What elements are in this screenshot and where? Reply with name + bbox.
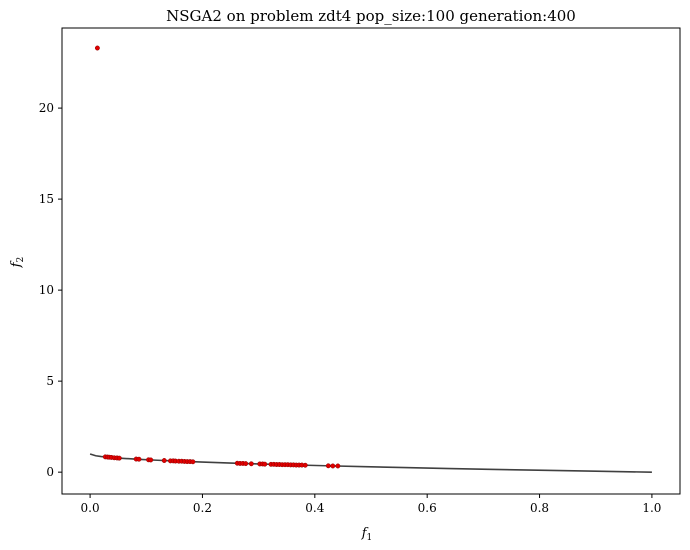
- y-axis: 0 5 10 15 20: [39, 101, 62, 479]
- y-tick-label: 5: [46, 374, 54, 388]
- x-tick-label: 0.0: [81, 501, 100, 515]
- population-point: [243, 461, 249, 467]
- population-point: [248, 461, 254, 467]
- y-tick-label: 15: [39, 192, 54, 206]
- y-axis-label-subscript: 2: [16, 257, 26, 263]
- y-tick-label: 10: [39, 283, 54, 297]
- x-tick-label: 0.8: [530, 501, 549, 515]
- y-tick-label: 20: [39, 101, 54, 115]
- y-axis-label: f2: [9, 257, 26, 269]
- population-point: [325, 463, 331, 469]
- population-point: [302, 462, 308, 468]
- axes-frame: [61, 27, 681, 495]
- population-point: [136, 456, 142, 462]
- chart-title: NSGA2 on problem zdt4 pop_size:100 gener…: [166, 7, 576, 25]
- population-point: [262, 461, 268, 467]
- population-point: [116, 455, 122, 461]
- population-point: [190, 459, 196, 465]
- x-tick-label: 1.0: [642, 501, 661, 515]
- plot-area: [89, 45, 652, 473]
- x-axis-label: f1: [361, 526, 373, 543]
- population-point: [148, 457, 154, 463]
- y-tick-label: 0: [46, 465, 54, 479]
- x-axis-label-subscript: 1: [367, 533, 373, 543]
- population-point: [161, 458, 167, 463]
- x-axis: 0.0 0.2 0.4 0.6 0.8 1.0: [81, 494, 661, 515]
- population-point: [94, 45, 100, 51]
- population-point: [335, 463, 341, 469]
- x-tick-label: 0.4: [305, 501, 324, 515]
- x-tick-label: 0.6: [418, 501, 437, 515]
- population-point: [330, 463, 336, 469]
- x-tick-label: 0.2: [193, 501, 212, 515]
